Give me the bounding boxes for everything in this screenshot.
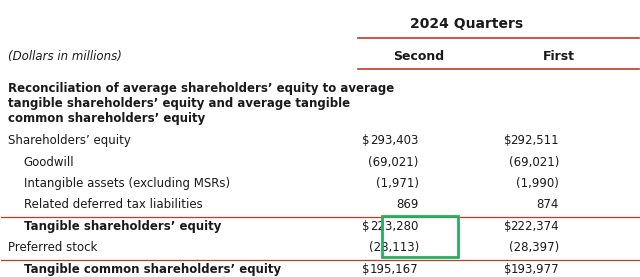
Text: (69,021): (69,021) xyxy=(509,156,559,169)
Text: 195,167: 195,167 xyxy=(370,263,419,276)
Text: $: $ xyxy=(504,134,511,147)
Text: 2024 Quarters: 2024 Quarters xyxy=(410,17,523,31)
Text: Shareholders’ equity: Shareholders’ equity xyxy=(8,134,131,147)
Text: 193,977: 193,977 xyxy=(510,263,559,276)
Text: (28,113): (28,113) xyxy=(369,241,419,254)
Text: First: First xyxy=(543,50,575,63)
Text: (28,397): (28,397) xyxy=(509,241,559,254)
Text: $: $ xyxy=(362,134,370,147)
Text: 869: 869 xyxy=(396,198,419,211)
Text: (69,021): (69,021) xyxy=(369,156,419,169)
Text: Tangible common shareholders’ equity: Tangible common shareholders’ equity xyxy=(24,263,281,276)
Text: Related deferred tax liabilities: Related deferred tax liabilities xyxy=(24,198,202,211)
Text: Reconciliation of average shareholders’ equity to average
tangible shareholders’: Reconciliation of average shareholders’ … xyxy=(8,82,394,125)
Text: 874: 874 xyxy=(536,198,559,211)
Text: Preferred stock: Preferred stock xyxy=(8,241,97,254)
Text: Goodwill: Goodwill xyxy=(24,156,74,169)
Text: (1,990): (1,990) xyxy=(516,177,559,190)
Text: Second: Second xyxy=(393,50,444,63)
Text: $: $ xyxy=(504,220,511,233)
Text: 292,511: 292,511 xyxy=(510,134,559,147)
Text: (Dollars in millions): (Dollars in millions) xyxy=(8,50,122,63)
Text: $: $ xyxy=(362,220,370,233)
Text: Intangible assets (excluding MSRs): Intangible assets (excluding MSRs) xyxy=(24,177,230,190)
Text: 222,374: 222,374 xyxy=(510,220,559,233)
Text: 293,403: 293,403 xyxy=(371,134,419,147)
Text: $: $ xyxy=(362,263,370,276)
Text: Tangible shareholders’ equity: Tangible shareholders’ equity xyxy=(24,220,221,233)
Text: 223,280: 223,280 xyxy=(371,220,419,233)
Text: $: $ xyxy=(504,263,511,276)
Text: (1,971): (1,971) xyxy=(376,177,419,190)
